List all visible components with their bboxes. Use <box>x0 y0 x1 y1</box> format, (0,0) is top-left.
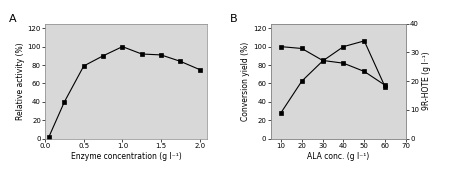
Text: A: A <box>9 15 17 25</box>
X-axis label: Enzyme concentration (g l⁻¹): Enzyme concentration (g l⁻¹) <box>71 152 182 161</box>
Y-axis label: Relative activity (%): Relative activity (%) <box>16 42 25 120</box>
X-axis label: ALA conc. (g l⁻¹): ALA conc. (g l⁻¹) <box>307 152 369 161</box>
Y-axis label: Conversion yield (%): Conversion yield (%) <box>241 42 250 121</box>
Y-axis label: 9R-HOTE (g l⁻¹): 9R-HOTE (g l⁻¹) <box>422 52 431 110</box>
Text: B: B <box>230 15 238 25</box>
